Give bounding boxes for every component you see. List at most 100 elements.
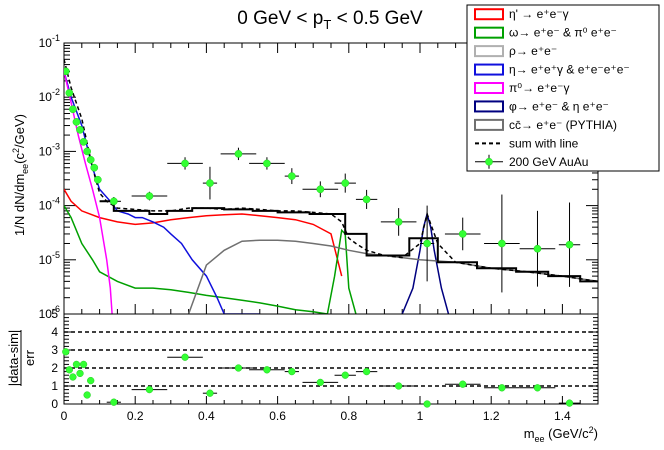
series-line-pi0: [64, 71, 113, 314]
legend-swatch: [474, 8, 504, 21]
data-point: [263, 159, 271, 168]
y-tick-label: 10-1: [39, 33, 60, 50]
legend-label: cc̄→ e⁺e⁻ (PYTHIA): [509, 118, 617, 132]
ratio-x-tick-label: 0.8: [340, 409, 357, 423]
ylabel-c: /GeV): [12, 114, 27, 148]
y-tick-base: 10: [39, 90, 53, 104]
ratio-y-tick-label: 1: [51, 379, 58, 393]
xlabel-c: ): [594, 426, 598, 441]
ylabel-b: (c: [12, 153, 27, 164]
legend-label: ω→ e⁺e⁻ & π⁰ e⁺e⁻: [509, 26, 617, 40]
data-point: [234, 150, 243, 158]
legend-label: η' → e⁺e⁻γ: [509, 7, 569, 21]
ratio-point: [87, 376, 95, 385]
series-line-omega: [64, 205, 357, 314]
ratio-y-tick-label: 3: [51, 343, 58, 357]
data-point: [69, 105, 77, 114]
ratio-point: [83, 391, 91, 399]
data-point: [565, 240, 574, 249]
legend-marker: [485, 157, 493, 166]
legend-swatch: [474, 45, 504, 58]
chart-title: 0 GeV < pT < 0.5 GeV: [237, 8, 423, 32]
y-tick-label: 10-2: [39, 87, 60, 104]
data-point: [206, 179, 214, 187]
ratio-point: [62, 348, 70, 356]
data-point: [423, 239, 431, 248]
ratio-point: [234, 364, 243, 372]
ratio-point: [288, 367, 296, 376]
data-point: [79, 138, 88, 146]
y-tick-label: 10-6: [39, 304, 60, 321]
legend-swatch: [474, 26, 504, 39]
legend-swatch: [474, 82, 504, 94]
ratio-point: [565, 399, 574, 407]
ratio-point: [263, 366, 271, 374]
y-tick-exponent: -1: [52, 33, 60, 43]
data-point: [76, 125, 84, 134]
data-point: [93, 175, 102, 184]
title-right: < 0.5 GeV: [331, 8, 423, 29]
legend-label: sum with line: [509, 136, 579, 150]
y-axis-label-top: 1/N dN/dmee(c2/GeV): [11, 114, 30, 236]
ratio-point: [533, 384, 542, 392]
legend-label: φ→ e⁺e⁻ & η e⁺e⁻: [509, 99, 609, 113]
legend-swatch: [474, 63, 504, 76]
svg-text:mee (GeV/c2): mee (GeV/c2): [524, 425, 598, 444]
ratio-point: [72, 360, 81, 369]
spectrum-panel: 10-610-510-410-310-210-1: [39, 33, 599, 321]
ratio-x-tick-label: 1.4: [554, 409, 571, 423]
ratio-x-tick-label: 1: [417, 409, 424, 423]
series-line-sum_hist: [99, 200, 598, 283]
ratio-point: [181, 353, 189, 361]
y-tick-label: 10-5: [39, 250, 60, 267]
y-tick-exponent: -4: [52, 196, 60, 206]
ratio-y-tick-label: 5: [51, 307, 58, 321]
data-point: [316, 185, 325, 194]
ratio-y-tick-label: 4: [51, 325, 58, 339]
ratio-point: [341, 371, 349, 379]
title-sub: T: [323, 17, 331, 32]
legend-label: 200 GeV AuAu: [509, 155, 588, 169]
data-point: [64, 67, 70, 76]
ratio-point: [316, 378, 324, 387]
ratio-point: [394, 382, 403, 390]
ratio-x-tick-label: 0.6: [269, 409, 286, 423]
data-point: [341, 179, 350, 187]
ylabel-bottom-den: err: [22, 349, 37, 366]
ratio-panel: 0 1 2 3 4 5 0 0.2 0.4 0.6 0.8 1 1.2 1.4: [51, 307, 599, 423]
legend-swatch: [474, 100, 504, 113]
y-tick-exponent: -6: [52, 304, 60, 314]
ratio-point: [498, 384, 506, 392]
ratio-point: [79, 360, 88, 369]
data-point: [287, 172, 296, 180]
x-axis-label: mee (GeV/c2): [524, 425, 598, 444]
y-tick-base: 10: [39, 144, 53, 158]
series-line-phi: [401, 211, 450, 314]
legend: η' → e⁺e⁻γ ω→ e⁺e⁻ & π⁰ e⁺e⁻ ρ→ e⁺e⁻ η→ e⁺e…: [466, 4, 660, 172]
y-tick-base: 10: [39, 36, 53, 50]
ratio-x-tick-label: 0.2: [127, 409, 144, 423]
ratio-y-tick-label: 2: [51, 361, 58, 375]
ratio-x-tick-label: 0: [61, 409, 68, 423]
ratio-point: [206, 389, 214, 397]
xlabel-b: (GeV/c: [545, 426, 590, 441]
y-axis-label-bottom: |data-sim| err: [6, 330, 37, 387]
ratio-x-tick-label: 1.2: [483, 409, 500, 423]
ratio-y-tick-label: 0: [51, 397, 58, 411]
ratio-point: [69, 373, 77, 381]
ylabel-sub: ee: [20, 164, 30, 174]
xlabel-sub: ee: [535, 434, 545, 444]
y-tick-base: 10: [39, 199, 53, 213]
legend-label: π⁰→ e⁺e⁻γ: [509, 81, 569, 95]
data-point: [458, 230, 467, 238]
data-point: [145, 192, 154, 200]
series-line-sum_line: [64, 59, 598, 283]
ylabel-bottom-num: |data-sim|: [6, 330, 21, 387]
ratio-point: [145, 385, 154, 394]
data-point: [533, 244, 542, 253]
title-left: 0 GeV < p: [237, 8, 323, 29]
ratio-point: [423, 400, 431, 408]
y-tick-exponent: -3: [52, 141, 60, 151]
y-tick-label: 10-4: [39, 196, 60, 213]
data-point: [109, 197, 118, 206]
